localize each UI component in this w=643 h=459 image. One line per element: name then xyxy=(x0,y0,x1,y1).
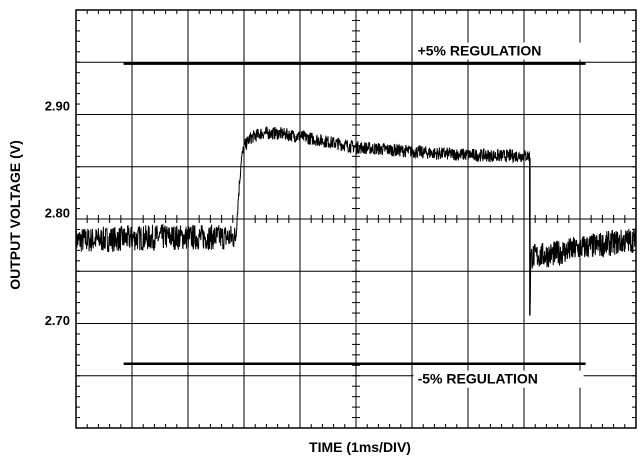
regulation-lines: +5% REGULATION -5% REGULATION xyxy=(123,42,586,388)
plot-border xyxy=(75,9,637,429)
labels: TIME (1ms/DIV) OUTPUT VOLTAGE (V) 2.70 2.… xyxy=(7,98,411,455)
label-background xyxy=(413,42,584,60)
label-background xyxy=(413,370,584,388)
trace-layer xyxy=(75,125,637,316)
regulation-label: -5% REGULATION xyxy=(418,371,538,387)
voltage-trace xyxy=(75,125,637,305)
y-tick-label: 2.90 xyxy=(45,98,70,113)
grid xyxy=(75,9,637,429)
y-tick-label: 2.70 xyxy=(45,313,70,328)
plot-frame xyxy=(75,9,637,429)
y-axis-title: OUTPUT VOLTAGE (V) xyxy=(7,140,23,290)
y-tick-label: 2.80 xyxy=(45,206,70,221)
x-axis-title: TIME (1ms/DIV) xyxy=(309,439,411,455)
regulation-label: +5% REGULATION xyxy=(418,43,542,59)
